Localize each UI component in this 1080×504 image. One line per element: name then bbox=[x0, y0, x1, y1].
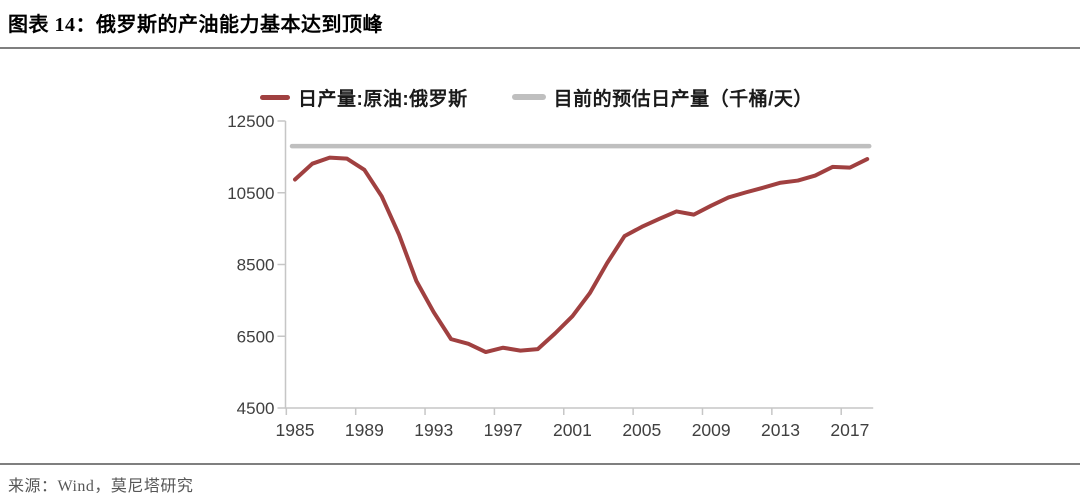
x-tick-label: 1993 bbox=[414, 420, 453, 440]
x-tick-label: 2017 bbox=[830, 420, 869, 440]
source-text: 来源：Wind，莫尼塔研究 bbox=[8, 478, 194, 495]
x-tick-label: 1997 bbox=[484, 420, 523, 440]
header-divider bbox=[0, 47, 1080, 49]
y-tick-label: 8500 bbox=[237, 256, 275, 275]
x-tick-label: 1985 bbox=[276, 420, 315, 440]
y-tick-label: 10500 bbox=[227, 184, 274, 203]
legend-item-russia-crude: 日产量:原油:俄罗斯 bbox=[260, 84, 468, 111]
legend-label: 日产量:原油:俄罗斯 bbox=[298, 88, 468, 110]
x-tick-label: 2013 bbox=[761, 420, 800, 440]
y-tick-label: 4500 bbox=[237, 399, 275, 418]
page-title: 图表 14：俄罗斯的产油能力基本达到顶峰 bbox=[8, 14, 383, 36]
legend-label: 目前的预估日产量（千桶/天） bbox=[553, 88, 813, 110]
chart-legend: 日产量:原油:俄罗斯 目前的预估日产量（千桶/天） bbox=[260, 84, 813, 111]
x-tick-label: 1989 bbox=[345, 420, 384, 440]
y-tick-label: 6500 bbox=[237, 327, 275, 346]
footer-divider bbox=[0, 463, 1080, 465]
x-tick-label: 2009 bbox=[692, 420, 731, 440]
x-tick-label: 2001 bbox=[553, 420, 592, 440]
reference-line-swatch-icon bbox=[511, 94, 546, 100]
series-line-swatch-icon bbox=[260, 94, 290, 100]
series-line-russia-crude bbox=[293, 155, 870, 355]
y-tick-label: 12500 bbox=[227, 112, 274, 131]
x-tick-label: 2005 bbox=[622, 420, 661, 440]
legend-item-estimated-capacity: 目前的预估日产量（千桶/天） bbox=[511, 84, 813, 111]
